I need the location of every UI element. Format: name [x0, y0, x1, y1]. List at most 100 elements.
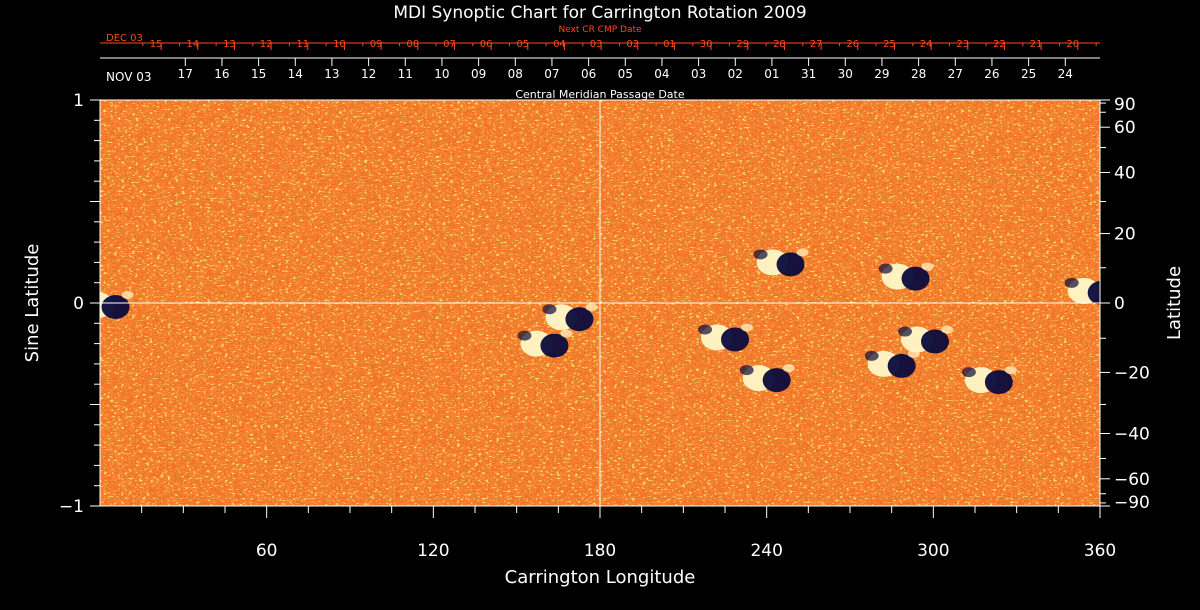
- next-cmp-date-label: 04: [553, 39, 566, 50]
- cmp-date-label: 27: [948, 67, 963, 81]
- next-cmp-date-label: 11: [296, 39, 309, 50]
- next-cmp-date-label: 07: [443, 39, 456, 50]
- negative-polarity-patch: [762, 368, 791, 393]
- positive-polarity-speck: [121, 291, 134, 300]
- negative-polarity-patch: [565, 307, 594, 332]
- y-right-tick-label: −40: [1114, 424, 1150, 444]
- negative-polarity-patch: [1087, 280, 1100, 305]
- y-right-tick-label: −90: [1114, 493, 1150, 513]
- next-cmp-date-label: 12: [260, 39, 273, 50]
- y-left-tick-label: −1: [59, 497, 84, 517]
- positive-polarity-speck: [921, 262, 934, 271]
- positive-polarity-speck: [585, 303, 598, 312]
- y-left-tick-label: 1: [73, 91, 84, 111]
- negative-polarity-patch: [101, 295, 130, 320]
- cmp-date-label: 29: [874, 67, 889, 81]
- positive-polarity-speck: [796, 248, 809, 257]
- x-tick-label: 120: [417, 541, 449, 561]
- y-left-axis-label: Sine Latitude: [22, 244, 43, 363]
- positive-polarity-speck: [1108, 277, 1120, 285]
- next-cmp-date-label: 13: [223, 39, 236, 50]
- cmp-date-ticks: NOV 03 17 16 15 14 13 12 11 10 09 08 07 06 05 04 03 02 01…: [106, 58, 1073, 84]
- positive-polarity-speck: [560, 329, 573, 338]
- negative-polarity-patch: [901, 266, 930, 291]
- next-cmp-date-label: 26: [846, 39, 859, 50]
- cmp-axis-label: Central Meridian Passage Date: [515, 88, 684, 101]
- positive-polarity-speck: [1004, 366, 1017, 375]
- next-cmp-date-label: 02: [626, 39, 639, 50]
- positive-polarity-speck: [782, 364, 795, 373]
- cmp-date-label: 31: [801, 67, 816, 81]
- negative-polarity-patch: [776, 252, 805, 277]
- next-cmp-date-label: 27: [810, 39, 823, 50]
- x-axis-ticks: 60 120 180 240 300 360: [141, 506, 1116, 561]
- next-cmp-date-label: 15: [150, 39, 163, 50]
- next-cmp-date-label: 24: [920, 39, 933, 50]
- x-tick-label: 360: [1084, 541, 1116, 561]
- y-right-tick-label: −20: [1114, 363, 1150, 383]
- negative-polarity-speck: [878, 263, 893, 274]
- active-region: [961, 366, 1017, 395]
- next-cmp-date-label: 05: [516, 39, 529, 50]
- next-cmp-date-label: 10: [333, 39, 346, 50]
- y-right-tick-label: 0: [1114, 294, 1125, 314]
- cmp-date-label: 17: [178, 67, 193, 81]
- cmp-date-label: 12: [361, 67, 376, 81]
- next-cmp-date-label: 29: [736, 39, 749, 50]
- cmp-date-label: 24: [1058, 67, 1073, 81]
- x-tick-label: 180: [584, 541, 616, 561]
- positive-polarity-speck: [741, 323, 753, 332]
- y-right-tick-label: 40: [1114, 164, 1136, 184]
- y-right-axis-label: Latitude: [1164, 266, 1185, 340]
- cmp-date-label: 09: [471, 67, 486, 81]
- cmp-date-label: 15: [251, 67, 266, 81]
- y-left-axis-ticks: 1 0 −1: [59, 91, 100, 517]
- active-region: [739, 364, 795, 393]
- next-cmp-date-label: 22: [993, 39, 1006, 50]
- y-right-axis-ticks: 90 60 40 20 0 −20 −40 −60 −90: [1100, 95, 1150, 513]
- negative-polarity-patch: [984, 370, 1013, 395]
- negative-polarity-patch: [721, 327, 749, 352]
- active-region: [542, 303, 598, 332]
- y-right-tick-label: 20: [1114, 225, 1136, 245]
- active-region: [698, 323, 753, 352]
- x-tick-label: 240: [750, 541, 782, 561]
- x-tick-label: 300: [917, 541, 949, 561]
- cmp-date-label: 14: [288, 67, 303, 81]
- positive-polarity-speck: [941, 325, 953, 334]
- negative-polarity-speck: [898, 326, 912, 337]
- next-cmp-date-label: 06: [480, 39, 493, 50]
- next-cmp-date-label: 25: [883, 39, 896, 50]
- negative-polarity-patch: [540, 333, 569, 358]
- negative-polarity-speck: [542, 304, 557, 315]
- cmp-date-label: 16: [214, 67, 229, 81]
- negative-polarity-speck: [1064, 277, 1079, 288]
- cmp-date-label: 26: [984, 67, 999, 81]
- negative-polarity-patch: [921, 329, 949, 354]
- cmp-date-label: 03: [691, 67, 706, 81]
- cmp-date-label: 04: [654, 67, 669, 81]
- negative-polarity-speck: [698, 324, 712, 335]
- cmp-date-label: 13: [324, 67, 339, 81]
- cmp-date-label: 06: [581, 67, 596, 81]
- active-region: [517, 329, 573, 358]
- y-right-tick-label: 90: [1114, 95, 1136, 115]
- negative-polarity-speck: [753, 249, 768, 260]
- next-cmp-date-label: 30: [700, 39, 713, 50]
- next-cmp-date-label: 20: [1066, 39, 1079, 50]
- next-cmp-date-label: 14: [186, 39, 199, 50]
- next-cmp-axis-label: Next CR CMP Date: [558, 25, 642, 35]
- cmp-date-label: 30: [838, 67, 853, 81]
- cmp-date-label: 02: [728, 67, 743, 81]
- next-cmp-date-label: 28: [773, 39, 786, 50]
- active-region: [100, 291, 134, 320]
- y-right-tick-label: 60: [1114, 118, 1136, 138]
- negative-polarity-patch: [887, 353, 916, 378]
- active-region: [898, 325, 953, 354]
- next-cmp-date-label: 09: [370, 39, 383, 50]
- next-cmp-date-label: 23: [956, 39, 969, 50]
- cmp-date-label: 01: [764, 67, 779, 81]
- negative-polarity-speck: [517, 330, 532, 341]
- active-regions: [100, 248, 1120, 395]
